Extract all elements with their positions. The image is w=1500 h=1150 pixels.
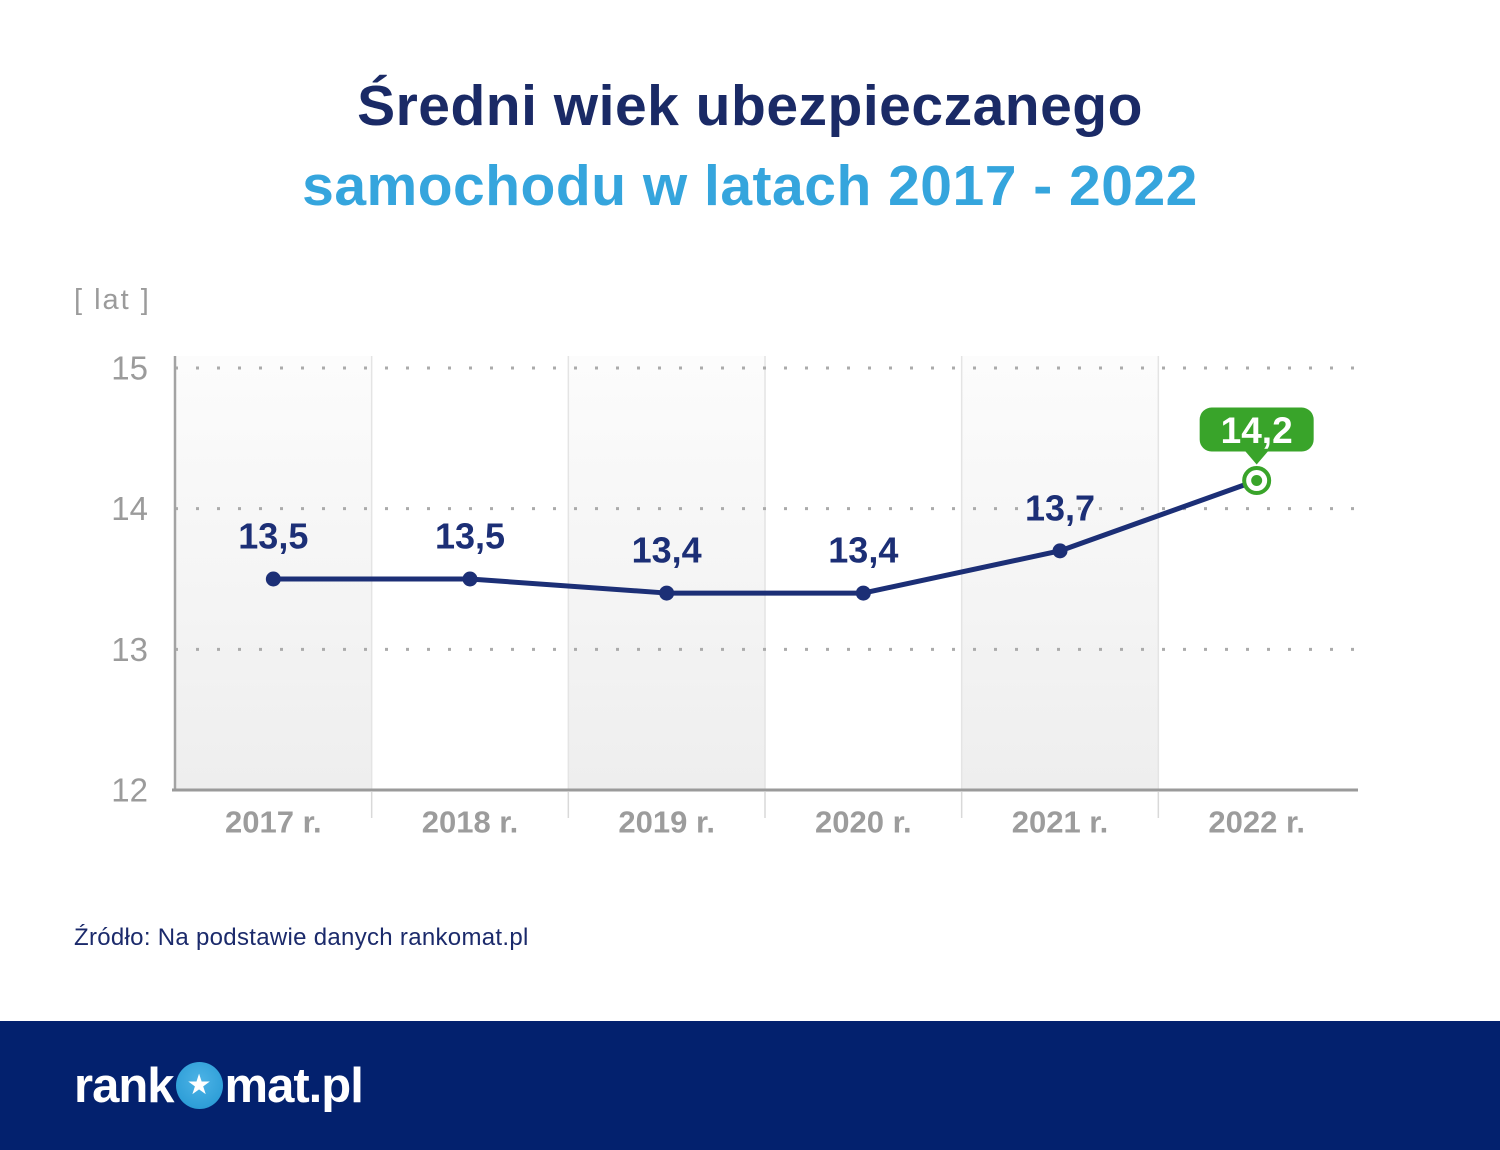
x-tick-label: 2022 r. [1208,805,1305,840]
y-tick-label: 12 [111,772,148,809]
value-badge [1199,407,1314,452]
trend-line [270,478,1260,596]
page-title: Średni wiek ubezpieczanego samochodu w l… [0,78,1500,215]
data-label: 13,4 [632,530,702,571]
y-tick-label: 13 [111,631,148,668]
rankomat-logo: rank ★ mat.pl [74,1058,364,1114]
title-line-2: samochodu w latach 2017 - 2022 [302,154,1198,218]
data-point-highlight-core [1251,475,1263,487]
data-label: 13,5 [435,516,505,557]
logo-text-right: mat.pl [224,1058,364,1113]
y-tick-label: 14 [111,490,148,527]
x-tick-label: 2020 r. [815,805,912,840]
data-point [659,585,675,601]
x-tick-label: 2017 r. [225,805,322,840]
source-note: Źródło: Na podstawie danych rankomat.pl [74,924,529,951]
data-point [265,571,281,587]
data-point [1052,543,1068,559]
column-background [961,356,1159,790]
y-axis-unit-label: [ lat ] [74,284,151,316]
data-label: 13,5 [238,516,308,557]
value-badge-label: 14,2 [1221,410,1293,451]
footer-bar: rank ★ mat.pl [0,1021,1500,1150]
logo-text-left: rank [74,1058,175,1113]
data-point [462,571,478,587]
data-point [855,585,871,601]
value-badge-pointer [1244,450,1269,465]
column-background [568,356,765,790]
x-tick-label: 2019 r. [618,805,715,840]
data-label: 13,4 [828,530,898,571]
x-tick-label: 2021 r. [1012,805,1109,840]
star-icon: ★ [175,1062,223,1109]
data-label: 13,7 [1025,487,1095,528]
title-line-1: Średni wiek ubezpieczanego [357,74,1143,138]
y-tick-label: 15 [111,350,148,387]
x-tick-label: 2018 r. [422,805,519,840]
